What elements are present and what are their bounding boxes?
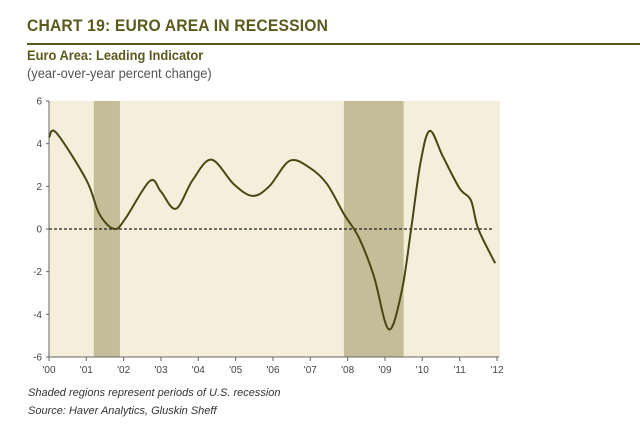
series-line [48,129,497,331]
y-tick-label: 6 [36,97,42,108]
x-tick-label: '10 [416,365,429,376]
y-tick-label: 2 [36,182,42,193]
units-label: (year-over-year percent change) [27,65,212,81]
footnote-source: Source: Haver Analytics, Gluskin Sheff [28,405,217,417]
x-tick-label: '12 [490,365,503,376]
x-tick-label: '03 [154,365,167,376]
y-tick-label: 0 [36,225,42,236]
x-tick-label: '04 [192,365,205,376]
chart-title: CHART 19: EURO AREA IN RECESSION [27,16,329,35]
x-tick-label: '00 [42,365,55,376]
y-tick-label: -2 [33,267,42,278]
y-tick-label: -6 [33,353,42,364]
x-tick-label: '07 [304,365,317,376]
chart-subtitle: Euro Area: Leading Indicator [27,47,204,63]
x-tick-label: '01 [80,365,93,376]
x-tick-label: '05 [229,365,242,376]
x-tick-label: '06 [266,365,279,376]
footnote-recession: Shaded regions represent periods of U.S.… [28,387,281,399]
y-tick-label: -4 [33,310,42,321]
title-divider [27,43,640,45]
x-tick-label: '02 [117,365,130,376]
x-tick-label: '08 [341,365,354,376]
y-tick-label: 4 [36,139,42,150]
x-tick-label: '11 [454,365,467,376]
x-tick-label: '09 [378,365,391,376]
